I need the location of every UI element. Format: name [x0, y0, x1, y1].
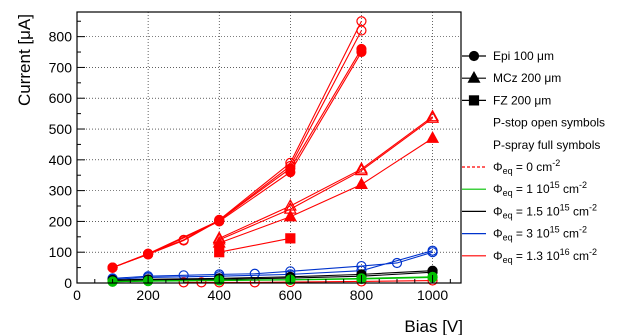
data-point	[427, 245, 438, 256]
legend-label: Epi 100 μm	[493, 49, 554, 63]
legend-entry: Φeq = 1 1015 cm-2	[462, 180, 587, 198]
x-tick-label: 200	[136, 287, 160, 303]
y-tick-label: 300	[49, 183, 73, 199]
series-0	[107, 16, 367, 273]
x-tick-label: 400	[208, 287, 232, 303]
data-point	[283, 209, 297, 222]
y-tick-label: 800	[49, 29, 73, 45]
series-1	[107, 25, 367, 273]
y-tick-label: 0	[64, 275, 72, 291]
series-line	[112, 48, 362, 269]
y-tick-label: 500	[49, 121, 73, 137]
legend-entry: Epi 100 μm	[462, 49, 554, 63]
data-point	[196, 277, 207, 288]
series-7	[214, 233, 296, 258]
y-tick-label: 600	[49, 90, 73, 106]
series-line	[219, 137, 433, 244]
legend-label: P-spray full symbols	[493, 138, 600, 152]
x-axis-label: Bias [V]	[404, 317, 463, 335]
data-point	[214, 215, 225, 226]
y-tick-label: 100	[49, 244, 73, 260]
data-point	[107, 262, 118, 273]
series-line	[219, 117, 433, 241]
x-tick-label: 600	[279, 287, 303, 303]
legend-entry: FZ 200 μm	[462, 93, 551, 107]
data-point	[426, 109, 440, 122]
data-point	[178, 277, 189, 288]
legend-label: P-stop open symbols	[493, 116, 605, 130]
series-line	[112, 250, 433, 280]
x-tick-label: 0	[73, 287, 81, 303]
data-point	[426, 110, 440, 123]
data-point	[356, 25, 367, 36]
data-point	[214, 247, 225, 258]
data-point	[212, 235, 226, 248]
legend-label: Φeq = 1 1015 cm-2	[493, 180, 587, 198]
legend-entry: P-stop open symbols	[493, 116, 605, 130]
series-4	[212, 109, 440, 243]
data-point	[285, 163, 296, 174]
legend-entry: Φeq = 1.3 1016 cm-2	[462, 247, 597, 265]
legend-marker	[468, 50, 480, 62]
data-point	[143, 248, 154, 259]
data-point	[354, 177, 368, 190]
legend-label: Φeq = 1.3 1016 cm-2	[493, 247, 597, 265]
y-axis-label: Current [μA]	[15, 14, 34, 106]
data-point	[354, 163, 368, 176]
ticks: 0 200 400 600 800 1000 0 100 200 300 400 500 600 700 8…	[49, 20, 451, 303]
series-line	[112, 271, 433, 282]
y-tick-label: 200	[49, 213, 73, 229]
y-tick-label: 400	[49, 152, 73, 168]
series-line	[112, 270, 433, 281]
legend-entry: Φeq = 3 1015 cm-2	[462, 225, 587, 243]
x-tick-label: 1000	[417, 287, 448, 303]
data-point	[285, 233, 296, 244]
legend: Epi 100 μm MCz 200 μm FZ 200 μm P-stop open…	[462, 49, 605, 265]
series-5	[212, 110, 440, 245]
legend-marker	[468, 95, 480, 106]
series-layer	[107, 16, 440, 288]
series-line	[218, 116, 433, 239]
axes	[76, 11, 462, 284]
data-point	[391, 257, 403, 269]
data-point	[426, 131, 440, 143]
series-3	[107, 43, 367, 273]
series-6	[212, 131, 440, 248]
series-line	[219, 237, 291, 253]
legend-entry: MCz 200 μm	[462, 70, 561, 85]
legend-label: Φeq = 3 1015 cm-2	[493, 225, 587, 243]
legend-label: FZ 200 μm	[493, 93, 551, 107]
legend-entry: Φeq = 1.5 1015 cm-2	[462, 202, 597, 220]
legend-marker	[467, 70, 481, 83]
grid	[77, 12, 461, 283]
legend-label: MCz 200 μm	[493, 71, 561, 85]
legend-entry: P-spray full symbols	[493, 138, 600, 152]
legend-label: Φeq = 1.5 1015 cm-2	[493, 202, 597, 220]
data-point	[356, 43, 367, 55]
legend-label: Φeq = 0 cm-2	[493, 158, 560, 176]
legend-entry: Φeq = 0 cm-2	[462, 158, 560, 176]
plot-frame	[76, 11, 462, 284]
y-tick-label: 700	[49, 59, 73, 75]
data-point	[107, 276, 118, 287]
x-tick-label: 800	[350, 287, 374, 303]
